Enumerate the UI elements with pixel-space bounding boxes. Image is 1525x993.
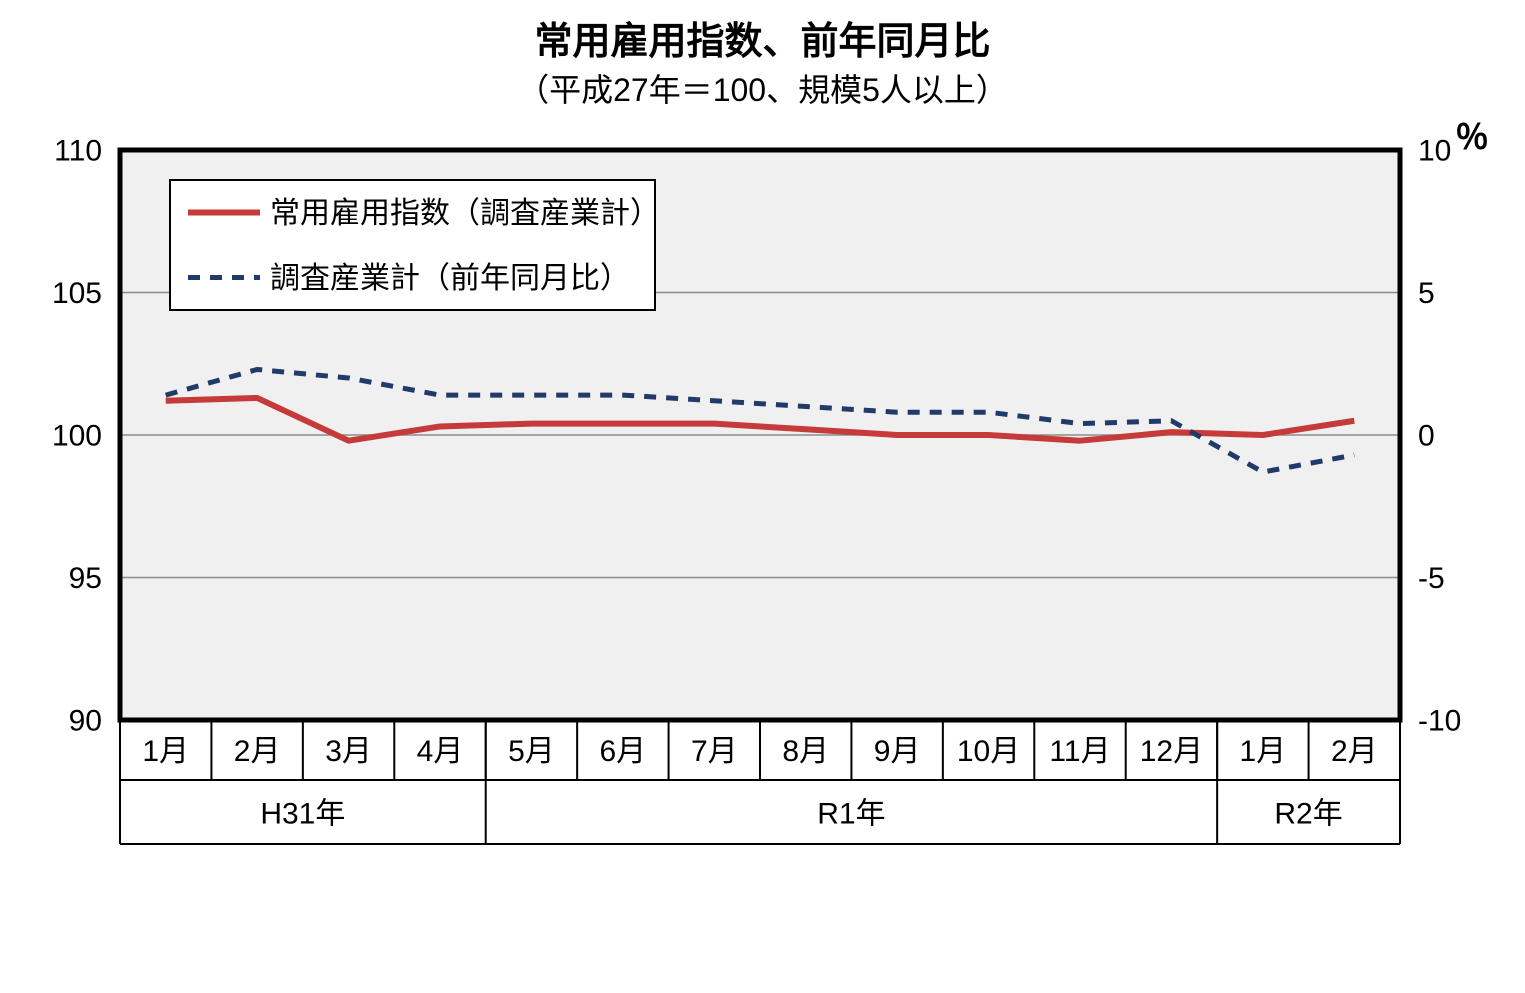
svg-text:90: 90 xyxy=(69,705,102,738)
svg-text:11月: 11月 xyxy=(1049,735,1110,768)
chart-canvas: 90 95 100 105 110 -10 -5 0 5 10 1月 2月 3月 4月 5月 6月 7月 8月 9月… xyxy=(0,0,1525,993)
svg-text:5月: 5月 xyxy=(508,735,555,768)
svg-text:1月: 1月 xyxy=(142,735,189,768)
svg-text:9月: 9月 xyxy=(874,735,921,768)
svg-text:105: 105 xyxy=(52,277,102,310)
svg-text:3月: 3月 xyxy=(325,735,372,768)
svg-text:10: 10 xyxy=(1418,135,1451,168)
svg-text:8月: 8月 xyxy=(782,735,829,768)
svg-text:-5: -5 xyxy=(1418,562,1445,595)
chart-title: 常用雇用指数、前年同月比 xyxy=(0,10,1525,65)
svg-text:H31年: H31年 xyxy=(260,798,345,831)
svg-text:0: 0 xyxy=(1418,420,1435,453)
svg-text:常用雇用指数（調査産業計）: 常用雇用指数（調査産業計） xyxy=(270,197,660,230)
svg-text:110: 110 xyxy=(54,135,102,168)
svg-text:100: 100 xyxy=(52,420,102,453)
svg-text:調査産業計（前年同月比）: 調査産業計（前年同月比） xyxy=(270,262,630,295)
svg-text:5: 5 xyxy=(1418,277,1435,310)
svg-text:4月: 4月 xyxy=(417,735,464,768)
chart-titles: 常用雇用指数、前年同月比 （平成27年＝100、規模5人以上） xyxy=(0,10,1525,111)
svg-text:-10: -10 xyxy=(1418,705,1461,738)
svg-text:R2年: R2年 xyxy=(1274,798,1342,831)
chart-subtitle: （平成27年＝100、規模5人以上） xyxy=(0,65,1525,111)
svg-text:12月: 12月 xyxy=(1140,735,1203,768)
svg-text:10月: 10月 xyxy=(957,735,1020,768)
svg-text:1月: 1月 xyxy=(1240,735,1287,768)
svg-text:7月: 7月 xyxy=(691,735,738,768)
svg-text:95: 95 xyxy=(69,562,102,595)
svg-text:2月: 2月 xyxy=(1331,735,1378,768)
svg-text:6月: 6月 xyxy=(600,735,647,768)
svg-text:R1年: R1年 xyxy=(817,798,885,831)
y2-axis-unit: ％ xyxy=(1455,110,1489,159)
svg-text:2月: 2月 xyxy=(234,735,281,768)
